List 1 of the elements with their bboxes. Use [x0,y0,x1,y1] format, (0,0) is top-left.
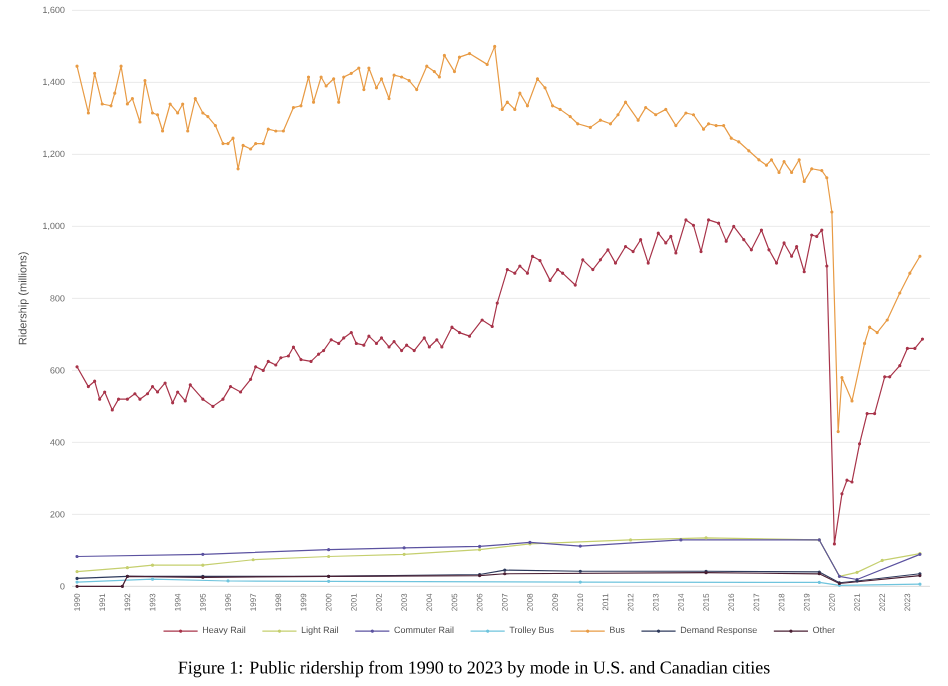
caption: Figure 1: Public ridership from 1990 to 2023 by mode in U.S. and Canadian cities [178,660,770,678]
